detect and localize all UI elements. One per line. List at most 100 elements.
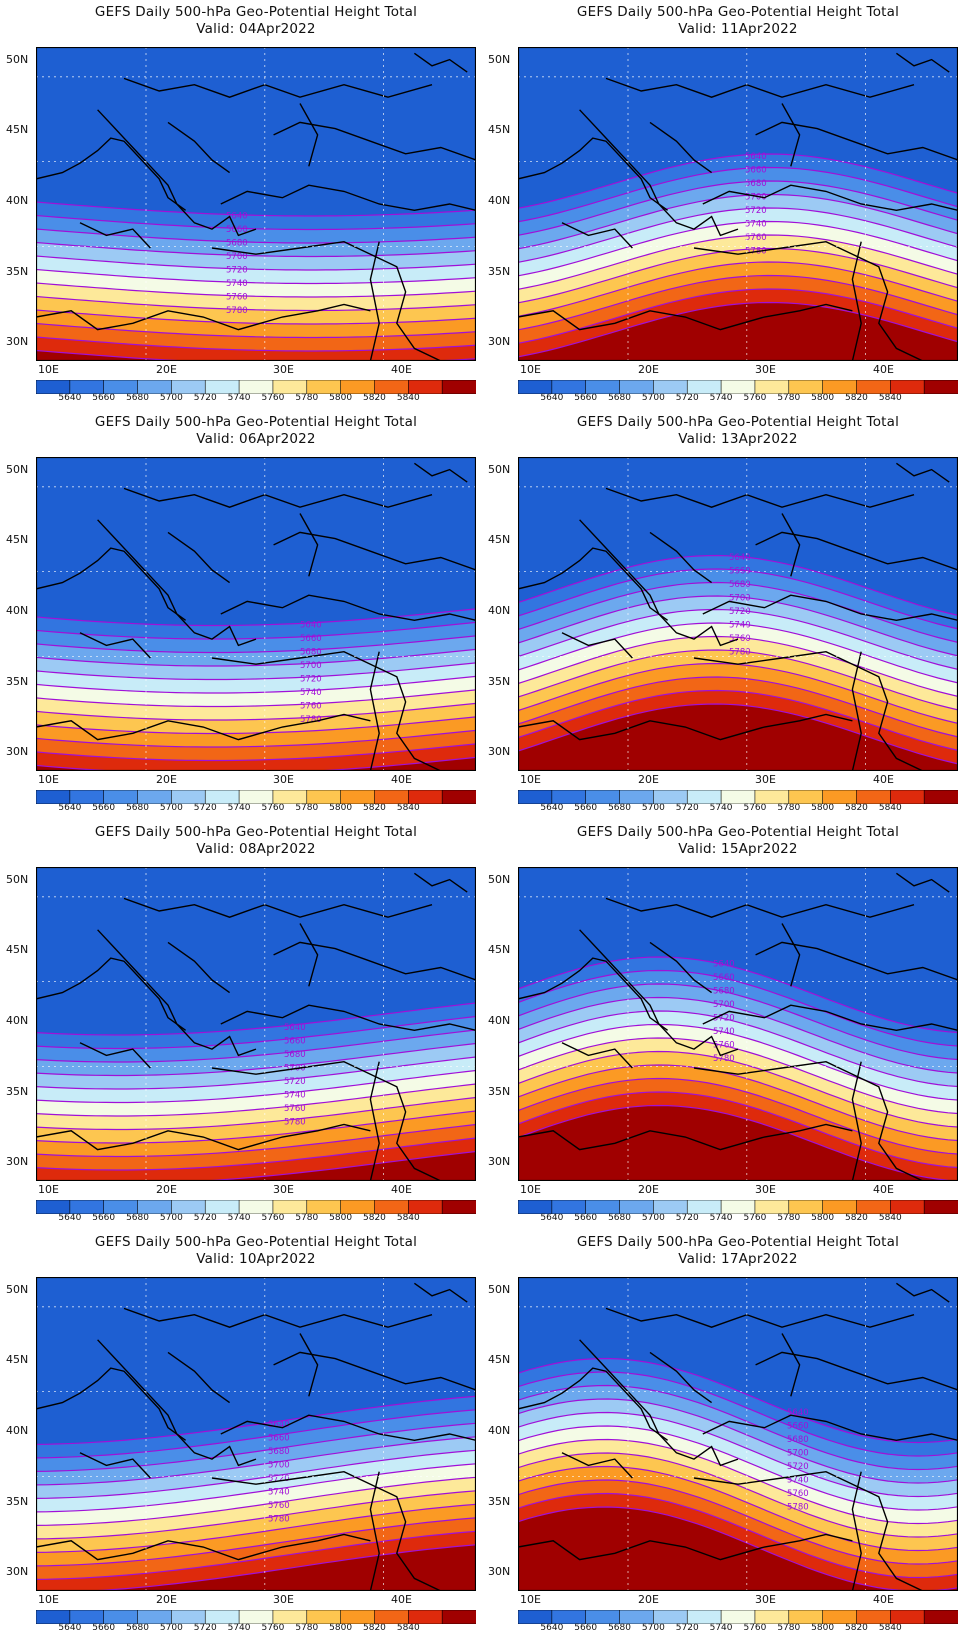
coastline bbox=[649, 941, 713, 994]
colorbar-swatch bbox=[374, 789, 410, 805]
coastline bbox=[517, 1123, 853, 1151]
lat-label: 45N bbox=[488, 123, 511, 136]
contour-map: 5640 5660 5680 5700 5720 5740 5760 5780 bbox=[35, 46, 477, 366]
coastline bbox=[702, 594, 959, 622]
map-frame: 5640 5660 5680 5700 5720 5740 5760 5780 bbox=[35, 866, 477, 1185]
colorbar-tick-label: 5680 bbox=[126, 393, 149, 403]
colorbar-tick-label: 5760 bbox=[743, 803, 767, 813]
colorbar-swatch bbox=[517, 379, 553, 395]
contour-line bbox=[517, 180, 959, 236]
contour-label: 5720 bbox=[268, 1474, 290, 1484]
colorbar-tick-label: 5680 bbox=[126, 1213, 149, 1223]
coastline bbox=[851, 241, 862, 362]
coastline bbox=[517, 713, 853, 741]
panel-08apr: GEFS Daily 500-hPa Geo-Potential Height … bbox=[0, 820, 482, 1230]
lon-label: 10E bbox=[38, 773, 59, 786]
colorbar-swatch bbox=[103, 1199, 139, 1215]
contour-line bbox=[517, 608, 959, 670]
contour-label: 5760 bbox=[300, 701, 322, 711]
lon-label: 10E bbox=[38, 1183, 59, 1196]
coastline bbox=[273, 1351, 477, 1391]
colorbar-tick-label: 5740 bbox=[709, 1213, 733, 1223]
colorbar-swatch bbox=[306, 1609, 342, 1625]
colorbar-swatch bbox=[619, 1199, 655, 1215]
coastline bbox=[369, 651, 380, 772]
coastline bbox=[79, 222, 151, 249]
lon-label: 20E bbox=[638, 773, 659, 786]
contour-label: 5640 bbox=[713, 959, 735, 969]
colorbar-tick-label: 5640 bbox=[540, 803, 564, 813]
coastline bbox=[561, 1042, 633, 1069]
lon-label: 20E bbox=[156, 773, 177, 786]
colorbar-tick-label: 5780 bbox=[777, 393, 801, 403]
colorbar-tick-label: 5700 bbox=[641, 1213, 665, 1223]
colorbar-swatch bbox=[272, 1609, 308, 1625]
coastline bbox=[851, 1061, 862, 1182]
lat-label: 40N bbox=[488, 1424, 511, 1437]
coastline bbox=[167, 941, 231, 994]
colorbar-swatch bbox=[408, 1609, 443, 1625]
contour-line bbox=[517, 1411, 959, 1498]
contour-line bbox=[517, 1371, 959, 1457]
contour-line bbox=[35, 621, 477, 640]
colorbar-swatch bbox=[441, 1199, 477, 1215]
contour-line bbox=[517, 234, 959, 290]
coastline bbox=[369, 1471, 380, 1592]
colorbar-swatch bbox=[551, 1609, 587, 1625]
contour-line bbox=[35, 689, 477, 708]
panel-06apr: GEFS Daily 500-hPa Geo-Potential Height … bbox=[0, 410, 482, 820]
contour-map: 5640 5660 5680 5700 5720 5740 5760 5780 bbox=[35, 456, 477, 775]
coastline bbox=[413, 872, 468, 893]
contour-line bbox=[35, 1042, 477, 1077]
coastline bbox=[273, 531, 477, 571]
lon-label: 20E bbox=[638, 1593, 659, 1606]
contour-label: 5780 bbox=[729, 647, 751, 657]
colorbar-svg bbox=[35, 379, 477, 395]
contour-line bbox=[35, 336, 477, 352]
valid-date: Valid: 15Apr2022 bbox=[678, 841, 798, 857]
colorbar-swatch bbox=[890, 1199, 925, 1215]
lon-label: 30E bbox=[755, 363, 776, 376]
contour-line bbox=[517, 1506, 959, 1592]
coastline bbox=[299, 923, 319, 987]
valid-date: Valid: 13Apr2022 bbox=[678, 431, 798, 447]
colorbar-swatch bbox=[204, 1199, 240, 1215]
colorbar-tick-label: 5720 bbox=[193, 1213, 217, 1223]
contour-label: 5720 bbox=[729, 607, 751, 617]
lat-label: 30N bbox=[6, 335, 29, 348]
contour-label: 5640 bbox=[268, 1420, 290, 1430]
contour-label: 5640 bbox=[300, 620, 322, 630]
coastline bbox=[369, 1061, 380, 1182]
contour-line bbox=[35, 1449, 477, 1499]
colorbar-swatch bbox=[441, 789, 477, 805]
colorbar-swatch bbox=[686, 379, 722, 395]
colorbar-tick-label: 5760 bbox=[261, 1213, 285, 1223]
coastline bbox=[649, 121, 713, 174]
colorbar-tick-label: 5780 bbox=[295, 1213, 319, 1223]
contour-label: 5680 bbox=[300, 647, 322, 657]
lat-label: 40N bbox=[6, 1014, 29, 1027]
lat-label: 35N bbox=[6, 1085, 29, 1098]
colorbar-swatch bbox=[923, 1609, 959, 1625]
contour-label: 5700 bbox=[226, 252, 248, 262]
lat-label: 45N bbox=[488, 1353, 511, 1366]
lat-label: 50N bbox=[488, 53, 511, 66]
colorbar-swatch bbox=[137, 1199, 173, 1215]
coastline bbox=[579, 929, 739, 1057]
colorbar-swatch bbox=[340, 379, 376, 395]
coastline bbox=[167, 531, 231, 584]
contour-line bbox=[35, 1015, 477, 1050]
lon-label: 20E bbox=[156, 363, 177, 376]
lat-label: 30N bbox=[488, 335, 511, 348]
valid-date: Valid: 06Apr2022 bbox=[196, 431, 316, 447]
coastline bbox=[693, 1470, 924, 1592]
contour-line bbox=[35, 1463, 477, 1513]
map-frame: 5640 5660 5680 5700 5720 5740 5760 5780 bbox=[517, 456, 959, 772]
contour-line bbox=[517, 1465, 959, 1552]
contour-label: 5780 bbox=[787, 1503, 809, 1513]
coastline bbox=[702, 1004, 959, 1032]
colorbar-tick-label: 5800 bbox=[811, 1623, 835, 1633]
colorbar-swatch bbox=[441, 1609, 477, 1625]
colorbar-tick-label: 5840 bbox=[878, 1213, 902, 1223]
contour-line bbox=[517, 1077, 959, 1155]
